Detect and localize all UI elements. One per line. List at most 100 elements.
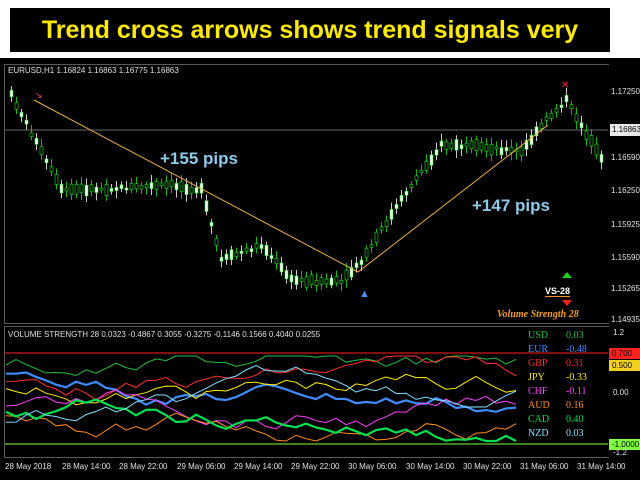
pips-up-label: +147 pips	[472, 196, 550, 215]
candle-body	[244, 247, 249, 252]
candle-body	[224, 253, 229, 260]
candle-body	[49, 166, 54, 173]
candle-body	[64, 187, 69, 192]
candle-body	[14, 102, 19, 110]
candle-body	[289, 274, 294, 283]
candle-body	[359, 259, 364, 266]
candle-body	[129, 182, 134, 191]
candle-body	[404, 190, 409, 196]
candle-body	[504, 147, 509, 152]
currency-value: -0.11	[566, 386, 587, 397]
candle-body	[79, 183, 84, 194]
indicator-tick: 1.2	[613, 328, 625, 337]
time-label: 29 May 22:00	[291, 462, 340, 471]
candle-body	[539, 122, 544, 129]
price-axis	[609, 64, 640, 324]
candle-body	[344, 269, 349, 281]
vs-up-triangle-icon	[562, 272, 572, 278]
candle-body	[294, 275, 299, 285]
pips-down-label: +155 pips	[160, 149, 238, 168]
strength-line-gbp	[5, 355, 517, 401]
currency-value: 0.16	[566, 400, 584, 411]
candle-body	[399, 195, 404, 202]
candle-body	[249, 248, 254, 253]
currency-value: 0.40	[566, 414, 584, 425]
strength-line-usd	[5, 355, 517, 377]
banner: Trend cross arrows shows trend signals v…	[10, 8, 610, 88]
candle-body	[534, 126, 539, 137]
candle-body	[414, 175, 419, 181]
candle-body	[184, 184, 189, 195]
time-label: 28 May 14:00	[62, 462, 111, 471]
candle-body	[564, 95, 569, 103]
candle-body	[319, 277, 324, 285]
candle-body	[44, 158, 49, 164]
strength-line-eur	[5, 371, 517, 413]
mid-level-badge: 0.500	[609, 360, 640, 371]
strength-line-aud	[5, 412, 517, 442]
candle-body	[239, 250, 244, 254]
candle-body	[69, 183, 74, 196]
candle-body	[124, 187, 129, 191]
candle-body	[179, 181, 184, 192]
price-label: 1.15265	[611, 284, 640, 293]
candle-body	[164, 180, 169, 189]
candle-body	[264, 244, 269, 257]
candle-body	[549, 112, 554, 119]
candle-body	[434, 149, 439, 156]
currency-name: CHF	[528, 386, 548, 397]
time-label: 30 May 22:00	[463, 462, 512, 471]
candle-body	[519, 146, 524, 157]
candle-body	[324, 278, 329, 285]
candle-body	[99, 187, 104, 191]
candle-body	[524, 139, 529, 150]
candle-body	[24, 119, 29, 125]
candle-body	[444, 141, 449, 150]
candle-body	[334, 276, 339, 284]
candle-body	[584, 130, 589, 140]
time-label: 31 May 14:00	[577, 462, 626, 471]
candle-body	[134, 183, 139, 190]
candle-body	[74, 184, 79, 195]
candle-body	[154, 181, 159, 190]
price-label: 1.16250	[611, 186, 640, 195]
currency-value: -0.33	[566, 372, 587, 383]
candle-body	[364, 248, 369, 258]
candle-body	[389, 209, 394, 220]
candle-body	[309, 274, 314, 286]
candle-body	[379, 226, 384, 231]
time-label: 29 May 14:00	[234, 462, 283, 471]
sell-cross-icon: ✕	[561, 80, 569, 91]
time-label: 28 May 2018	[5, 462, 52, 471]
indicator-tick: 0.00	[613, 388, 629, 397]
candle-body	[529, 134, 534, 146]
indicator-tick: -1.2	[613, 448, 627, 457]
candle-body	[149, 182, 154, 189]
candle-body	[409, 184, 414, 188]
time-label: 29 May 06:00	[177, 462, 226, 471]
candle-body	[304, 276, 309, 288]
time-label: 30 May 06:00	[348, 462, 397, 471]
candle-body	[234, 251, 239, 257]
candle-body	[479, 142, 484, 151]
symbol-info: EURUSD,H1 1.16824 1.16863 1.16775 1.1686…	[8, 66, 179, 75]
candle-body	[554, 108, 559, 113]
candlesticks	[9, 86, 604, 292]
strength-line-chf	[5, 389, 517, 430]
candle-body	[484, 144, 489, 152]
strength-line-cad	[5, 398, 517, 443]
current-price-badge: 1.16863	[610, 124, 640, 136]
candle-body	[299, 278, 304, 282]
candle-body	[579, 122, 584, 129]
candle-body	[464, 142, 469, 147]
candle-body	[114, 186, 119, 191]
candle-body	[189, 186, 194, 194]
candle-body	[119, 184, 124, 190]
currency-name: CAD	[528, 414, 550, 425]
trend-line-down	[33, 99, 359, 273]
time-label: 30 May 14:00	[406, 462, 455, 471]
candle-body	[259, 244, 264, 249]
candle-body	[499, 147, 504, 156]
